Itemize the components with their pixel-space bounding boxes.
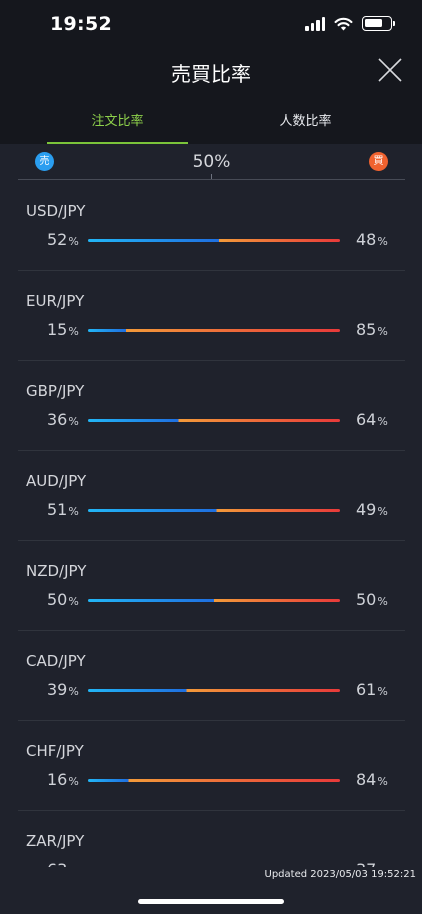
pair-name: CAD/JPY xyxy=(26,652,86,670)
ratio-summary: 売 50% 買 xyxy=(18,144,405,180)
cellular-signal-icon xyxy=(305,16,325,31)
sell-percentage: 36% xyxy=(47,410,99,429)
currency-pair-list[interactable]: USD/JPY 52% 48% EUR/JPY 15% 85% GBP/JPY 36% 64% A… xyxy=(0,181,422,867)
tab-bar: 注文比率 人数比率 xyxy=(0,102,422,144)
ratio-bar xyxy=(88,239,340,242)
buy-percentage: 61% xyxy=(356,680,388,699)
close-icon[interactable] xyxy=(376,56,404,84)
percent-unit: % xyxy=(377,595,388,608)
sell-percentage-value: 39 xyxy=(47,680,68,699)
pair-name: NZD/JPY xyxy=(26,562,87,580)
sell-percentage: 50% xyxy=(47,590,99,609)
percent-unit: % xyxy=(68,595,79,608)
pair-row[interactable]: USD/JPY 52% 48% xyxy=(18,181,405,271)
percent-unit: % xyxy=(377,865,387,867)
buy-percentage-value: 61 xyxy=(356,680,377,699)
ratio-bar xyxy=(88,599,340,602)
status-time: 19:52 xyxy=(50,13,112,35)
tab-people-ratio[interactable]: 人数比率 xyxy=(279,114,332,129)
pair-row[interactable]: GBP/JPY 36% 64% xyxy=(18,361,405,451)
ratio-bar xyxy=(88,329,340,332)
sell-percentage-value: 63 xyxy=(47,860,67,867)
battery-icon xyxy=(362,16,395,31)
sell-percentage-value: 50 xyxy=(47,590,68,609)
percent-unit: % xyxy=(377,415,388,428)
buy-percentage: 85% xyxy=(356,320,388,339)
center-tick xyxy=(211,174,212,179)
pair-name: AUD/JPY xyxy=(26,472,87,490)
sell-percentage-value: 36 xyxy=(47,410,68,429)
buy-percentage-value: 48 xyxy=(356,230,377,249)
pair-name: EUR/JPY xyxy=(26,292,85,310)
percent-unit: % xyxy=(68,865,78,867)
percent-unit: % xyxy=(377,325,388,338)
percent-unit: % xyxy=(68,685,79,698)
buy-percentage-value: 85 xyxy=(356,320,377,339)
ratio-bar xyxy=(88,419,340,422)
percent-unit: % xyxy=(377,685,388,698)
percent-unit: % xyxy=(68,505,79,518)
pair-row[interactable]: AUD/JPY 51% 49% xyxy=(18,451,405,541)
buy-percentage-value: 49 xyxy=(356,500,377,519)
status-bar: 19:52 xyxy=(0,0,422,50)
sell-percentage: 39% xyxy=(47,680,99,699)
sell-percentage: 51% xyxy=(47,500,99,519)
status-icons xyxy=(305,16,395,31)
sell-badge: 売 xyxy=(35,152,54,171)
percent-unit: % xyxy=(68,325,79,338)
pair-row[interactable]: NZD/JPY 50% 50% xyxy=(18,541,405,631)
ratio-bar xyxy=(88,509,340,512)
percent-unit: % xyxy=(377,505,388,518)
pair-row[interactable]: CHF/JPY 16% 84% xyxy=(18,721,405,811)
buy-percentage-value: 37 xyxy=(356,860,376,867)
sell-percentage-value: 15 xyxy=(47,320,68,339)
pair-name: GBP/JPY xyxy=(26,382,85,400)
tab-order-ratio[interactable]: 注文比率 xyxy=(47,110,188,144)
nav-bar: 売買比率 xyxy=(0,50,422,102)
sell-percentage: 52% xyxy=(47,230,99,249)
buy-percentage: 48% xyxy=(356,230,388,249)
center-percentage: 50% xyxy=(192,152,231,172)
ratio-bar xyxy=(88,779,340,782)
buy-percentage-value: 50 xyxy=(356,590,377,609)
percent-unit: % xyxy=(377,775,388,788)
updated-timestamp: Updated 2023/05/03 19:52:21 xyxy=(264,869,416,880)
wifi-icon xyxy=(334,17,353,30)
buy-percentage: 49% xyxy=(356,500,388,519)
buy-percentage: 84% xyxy=(356,770,388,789)
buy-percentage: 50% xyxy=(356,590,388,609)
percent-unit: % xyxy=(68,235,79,248)
home-indicator[interactable] xyxy=(138,899,284,904)
sell-percentage: 63% xyxy=(47,860,99,867)
buy-percentage: 37% xyxy=(356,860,388,867)
buy-badge: 買 xyxy=(369,152,388,171)
sell-percentage-value: 51 xyxy=(47,500,68,519)
pair-row[interactable]: EUR/JPY 15% 85% xyxy=(18,271,405,361)
pair-name: CHF/JPY xyxy=(26,742,84,760)
buy-percentage-value: 84 xyxy=(356,770,377,789)
sell-percentage-value: 52 xyxy=(47,230,68,249)
sell-percentage-value: 16 xyxy=(47,770,68,789)
page-title: 売買比率 xyxy=(171,62,251,86)
sell-percentage: 15% xyxy=(47,320,99,339)
pair-row[interactable]: CAD/JPY 39% 61% xyxy=(18,631,405,721)
ratio-bar xyxy=(88,689,340,692)
sell-percentage: 16% xyxy=(47,770,99,789)
percent-unit: % xyxy=(68,775,79,788)
pair-name: ZAR/JPY xyxy=(26,832,85,850)
pair-row[interactable]: ZAR/JPY63%37% xyxy=(18,811,405,867)
percent-unit: % xyxy=(377,235,388,248)
buy-percentage-value: 64 xyxy=(356,410,377,429)
buy-percentage: 64% xyxy=(356,410,388,429)
percent-unit: % xyxy=(68,415,79,428)
pair-name: USD/JPY xyxy=(26,202,86,220)
